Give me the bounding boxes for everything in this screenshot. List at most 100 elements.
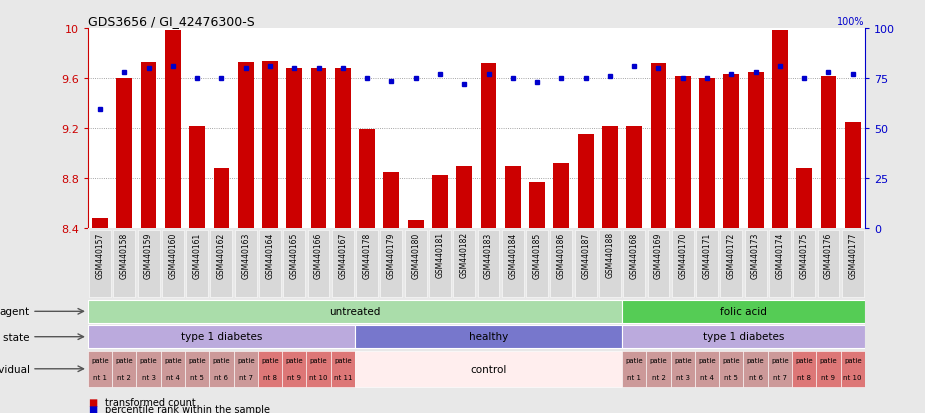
Text: type 1 diabetes: type 1 diabetes [180,331,262,342]
Text: folic acid: folic acid [720,306,767,316]
Bar [141,63,156,229]
FancyBboxPatch shape [380,230,402,297]
Text: GSM440179: GSM440179 [387,232,396,278]
FancyBboxPatch shape [162,230,184,297]
Bar [311,69,327,229]
Text: patie: patie [286,357,303,363]
FancyBboxPatch shape [792,351,817,387]
FancyBboxPatch shape [114,230,135,297]
FancyBboxPatch shape [137,351,161,387]
FancyBboxPatch shape [235,230,256,297]
Text: GSM440186: GSM440186 [557,232,566,278]
Text: GSM440172: GSM440172 [727,232,735,278]
Bar [432,175,448,229]
Text: patie: patie [189,357,206,363]
FancyBboxPatch shape [841,351,865,387]
FancyBboxPatch shape [622,351,647,387]
Text: nt 9: nt 9 [821,375,835,380]
Bar [675,76,691,229]
Bar [117,79,132,229]
Text: patie: patie [213,357,230,363]
Text: nt 5: nt 5 [724,375,738,380]
Text: GSM440165: GSM440165 [290,232,299,278]
Text: nt 5: nt 5 [191,375,204,380]
Text: patie: patie [237,357,254,363]
FancyBboxPatch shape [672,230,694,297]
Text: patie: patie [746,357,764,363]
Text: GSM440187: GSM440187 [581,232,590,278]
Text: ■: ■ [88,404,97,413]
Text: control: control [470,364,507,374]
Text: GSM440169: GSM440169 [654,232,663,278]
Bar [820,76,836,229]
FancyBboxPatch shape [429,230,450,297]
Text: GDS3656 / GI_42476300-S: GDS3656 / GI_42476300-S [88,15,254,28]
Text: nt 6: nt 6 [215,375,228,380]
Text: nt 7: nt 7 [773,375,787,380]
Text: GSM440184: GSM440184 [509,232,517,278]
Text: GSM440168: GSM440168 [630,232,638,278]
Bar [505,166,521,229]
Text: nt 10: nt 10 [844,375,862,380]
Text: GSM440164: GSM440164 [265,232,275,278]
Bar [214,169,229,229]
FancyBboxPatch shape [332,230,353,297]
Bar [384,173,400,229]
FancyBboxPatch shape [233,351,258,387]
FancyBboxPatch shape [88,300,622,323]
Text: GSM440163: GSM440163 [241,232,250,278]
Text: GSM440167: GSM440167 [339,232,347,278]
FancyBboxPatch shape [355,325,622,349]
Text: GSM440166: GSM440166 [314,232,323,278]
Text: GSM440178: GSM440178 [363,232,372,278]
Bar [456,166,472,229]
Text: patie: patie [334,357,352,363]
Text: GSM440160: GSM440160 [168,232,178,278]
Bar [578,135,594,229]
FancyBboxPatch shape [526,230,548,297]
Text: GSM440181: GSM440181 [436,232,444,278]
Text: nt 1: nt 1 [627,375,641,380]
FancyBboxPatch shape [209,351,233,387]
Text: GSM440158: GSM440158 [120,232,129,278]
Text: nt 2: nt 2 [117,375,131,380]
Bar [723,75,739,229]
FancyBboxPatch shape [622,300,865,323]
FancyBboxPatch shape [453,230,475,297]
Bar [650,64,666,229]
Text: nt 10: nt 10 [309,375,327,380]
Bar [553,164,569,229]
FancyBboxPatch shape [745,230,767,297]
Bar [165,31,180,229]
Text: patie: patie [844,357,861,363]
FancyBboxPatch shape [306,351,331,387]
Bar [335,69,351,229]
Text: nt 4: nt 4 [700,375,714,380]
Bar [238,63,253,229]
FancyBboxPatch shape [599,230,621,297]
Text: GSM440171: GSM440171 [703,232,711,278]
FancyBboxPatch shape [842,230,864,297]
FancyBboxPatch shape [282,351,306,387]
Text: patie: patie [796,357,813,363]
FancyBboxPatch shape [259,230,281,297]
Text: nt 3: nt 3 [142,375,155,380]
Bar [481,64,497,229]
FancyBboxPatch shape [88,351,112,387]
FancyBboxPatch shape [769,230,791,297]
FancyBboxPatch shape [817,351,841,387]
Text: healthy: healthy [469,331,508,342]
Text: nt 8: nt 8 [797,375,811,380]
Bar [92,219,108,229]
FancyBboxPatch shape [89,230,111,297]
FancyBboxPatch shape [671,351,695,387]
Text: GSM440161: GSM440161 [192,232,202,278]
FancyBboxPatch shape [355,351,622,387]
Bar [408,220,424,229]
FancyBboxPatch shape [622,325,865,349]
Bar [529,183,545,229]
Bar [845,123,860,229]
FancyBboxPatch shape [550,230,573,297]
Text: nt 11: nt 11 [334,375,352,380]
Bar [796,169,812,229]
